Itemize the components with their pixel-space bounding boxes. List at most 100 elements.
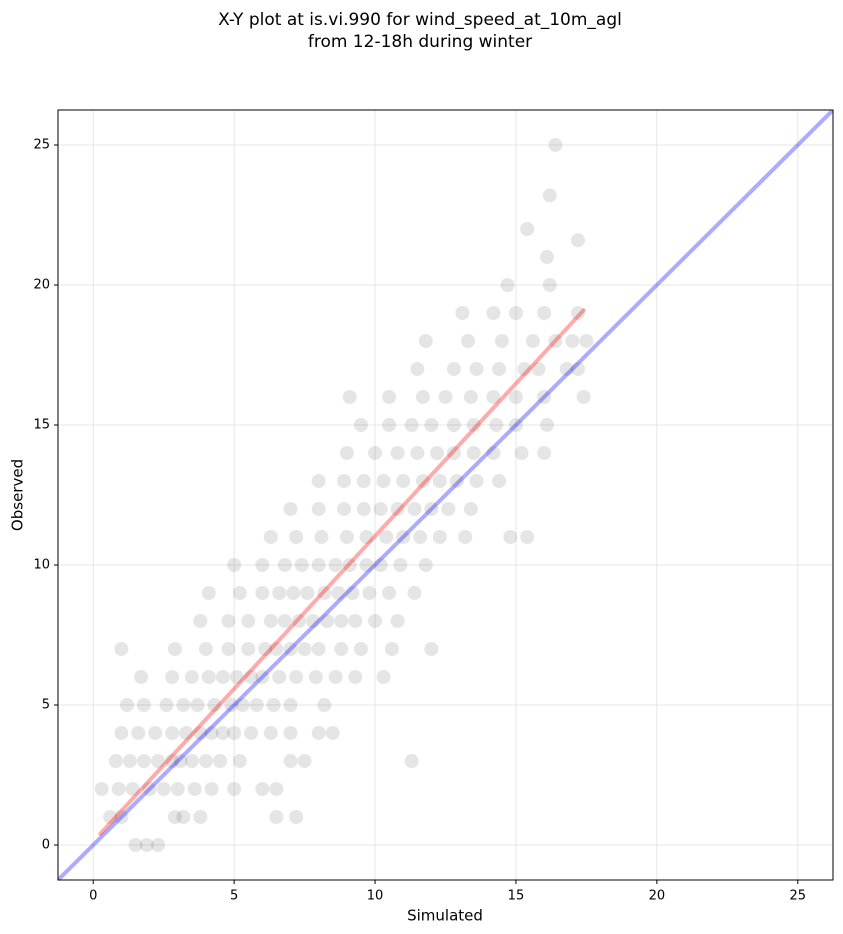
- axes-frame: [57, 109, 834, 881]
- point: [165, 670, 180, 684]
- point: [108, 754, 123, 768]
- point: [542, 188, 557, 203]
- point: [227, 726, 242, 740]
- point: [384, 642, 399, 656]
- point: [173, 754, 188, 768]
- point: [463, 502, 478, 516]
- point: [424, 418, 439, 432]
- point: [286, 586, 301, 600]
- point: [142, 782, 157, 796]
- point: [227, 558, 242, 572]
- point: [165, 754, 180, 768]
- point: [396, 530, 411, 544]
- point: [297, 642, 312, 656]
- point: [241, 642, 256, 656]
- point: [201, 670, 216, 684]
- point: [508, 390, 523, 404]
- point: [187, 782, 202, 796]
- point: [221, 642, 236, 656]
- point: [235, 698, 250, 712]
- point: [325, 726, 340, 740]
- point: [390, 614, 405, 628]
- point: [539, 418, 554, 432]
- point: [390, 446, 405, 460]
- point: [244, 726, 259, 740]
- point: [331, 586, 346, 600]
- point: [311, 726, 326, 740]
- point: [125, 782, 140, 796]
- point: [520, 530, 535, 544]
- point: [198, 642, 213, 656]
- point: [224, 698, 239, 712]
- point: [548, 138, 563, 152]
- point: [396, 474, 411, 488]
- point: [339, 446, 354, 460]
- point: [151, 754, 166, 768]
- point: [334, 642, 349, 656]
- point: [404, 418, 419, 432]
- point: [356, 474, 371, 488]
- point: [359, 530, 374, 544]
- chart-title: X-Y plot at is.vi.990 for wind_speed_at_…: [218, 10, 622, 30]
- point: [570, 306, 585, 320]
- point: [193, 726, 208, 740]
- point: [255, 586, 270, 600]
- point: [469, 362, 484, 376]
- point: [424, 502, 439, 516]
- point: [570, 233, 585, 248]
- point: [283, 502, 298, 516]
- point: [337, 474, 352, 488]
- point: [193, 810, 208, 824]
- point: [255, 670, 270, 684]
- point: [520, 222, 535, 236]
- x-axis-label: Simulated: [407, 907, 483, 925]
- point: [201, 586, 216, 600]
- point: [283, 698, 298, 712]
- point: [204, 726, 219, 740]
- point: [320, 614, 335, 628]
- point: [410, 362, 425, 376]
- point: [517, 362, 532, 376]
- point: [170, 782, 185, 796]
- point: [198, 754, 213, 768]
- y-tick-label: 25: [33, 138, 50, 153]
- point: [207, 698, 222, 712]
- point: [430, 446, 445, 460]
- point: [241, 614, 256, 628]
- point: [255, 782, 270, 796]
- point: [461, 334, 476, 348]
- point: [311, 474, 326, 488]
- point: [407, 586, 422, 600]
- point: [283, 642, 298, 656]
- point: [179, 726, 194, 740]
- point: [289, 670, 304, 684]
- point: [492, 474, 507, 488]
- point: [537, 306, 552, 320]
- point: [120, 698, 135, 712]
- point: [328, 558, 343, 572]
- point: [446, 362, 461, 376]
- point: [111, 782, 126, 796]
- point: [328, 670, 343, 684]
- point: [559, 362, 574, 376]
- point: [376, 474, 391, 488]
- x-tick-label: 0: [89, 889, 97, 904]
- point: [317, 586, 332, 600]
- point: [449, 474, 464, 488]
- point: [311, 642, 326, 656]
- point: [136, 698, 151, 712]
- point: [458, 530, 473, 544]
- point: [289, 810, 304, 824]
- point: [103, 810, 118, 824]
- point: [537, 390, 552, 404]
- point: [314, 530, 329, 544]
- point: [486, 390, 501, 404]
- point: [356, 502, 371, 516]
- point: [339, 530, 354, 544]
- x-tick-label: 10: [367, 889, 384, 904]
- point: [441, 502, 456, 516]
- point: [114, 726, 129, 740]
- point: [151, 838, 166, 852]
- y-tick-label: 20: [33, 278, 50, 293]
